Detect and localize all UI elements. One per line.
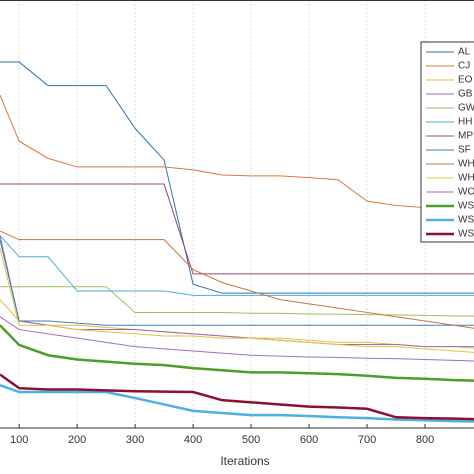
x-tick-label: 300 xyxy=(126,434,144,446)
legend-label: WO xyxy=(458,187,474,198)
x-tick-label: 500 xyxy=(242,434,260,446)
legend-label: AL xyxy=(458,47,471,58)
series-line xyxy=(0,248,474,353)
legend-label: GW xyxy=(458,103,474,114)
x-axis-label: Iterations xyxy=(220,454,269,468)
legend-label: EO xyxy=(458,75,473,86)
x-tick-label: 800 xyxy=(416,434,434,446)
series-line xyxy=(0,324,474,382)
legend-label: WH xyxy=(458,159,474,170)
series-line xyxy=(0,316,474,362)
x-tick-label: 400 xyxy=(184,434,202,446)
legend-box xyxy=(420,41,474,243)
series-line xyxy=(0,61,474,294)
legend-label: GB xyxy=(458,89,473,100)
legend-label: WS xyxy=(458,229,474,240)
series-line xyxy=(0,239,474,326)
legend-label: HH xyxy=(458,117,472,128)
x-tick-label: 700 xyxy=(358,434,376,446)
x-tick-label: 200 xyxy=(68,434,86,446)
x-tick-label: 100 xyxy=(10,434,28,446)
legend-label: WS xyxy=(458,201,474,212)
legend-label: WS xyxy=(458,215,474,226)
series-line xyxy=(0,94,474,220)
series-line xyxy=(0,286,474,317)
series-line xyxy=(0,235,474,348)
legend-label: MP xyxy=(458,131,473,142)
legend-label: CJ xyxy=(458,61,470,72)
series-line xyxy=(0,183,474,275)
series-line xyxy=(0,230,474,329)
legend-label: WH xyxy=(458,173,474,184)
legend-label: SF xyxy=(458,145,471,156)
series-line xyxy=(0,384,474,423)
x-tick-label: 600 xyxy=(300,434,318,446)
series-line xyxy=(0,373,474,421)
